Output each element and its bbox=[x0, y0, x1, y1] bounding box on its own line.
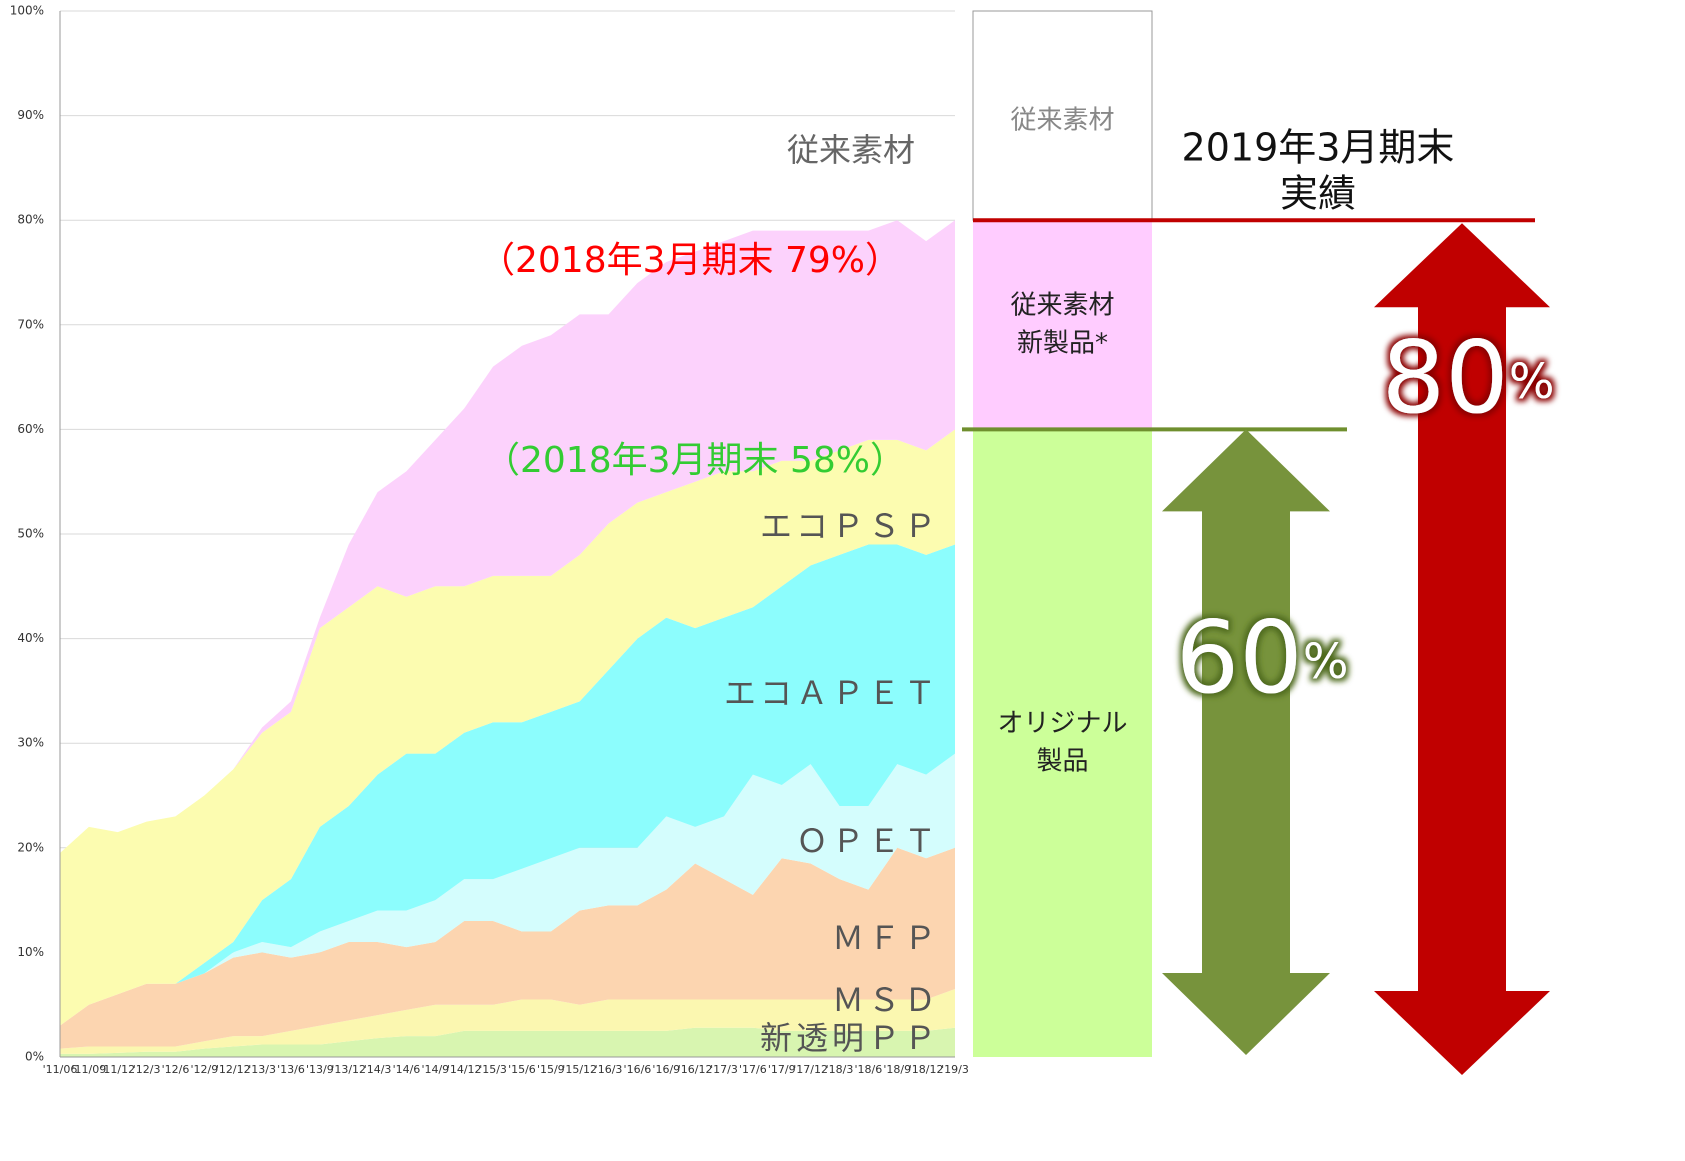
summary-bar-label: 製品 bbox=[1036, 747, 1088, 777]
x-tick-label: '15/6 bbox=[508, 1063, 536, 1076]
x-tick-label: '15/12 bbox=[562, 1063, 597, 1076]
y-tick-label: 30% bbox=[17, 736, 44, 750]
annotation: （2018年3月期末 58%） bbox=[484, 440, 906, 481]
x-tick-label: '14/12 bbox=[447, 1063, 482, 1076]
x-tick-label: '17/9 bbox=[768, 1063, 796, 1076]
x-tick-label: '16/12 bbox=[678, 1063, 713, 1076]
x-tick-label: '12/12 bbox=[216, 1063, 251, 1076]
x-tick-label: '14/6 bbox=[393, 1063, 421, 1076]
x-tick-label: '17/6 bbox=[739, 1063, 767, 1076]
area bbox=[60, 220, 955, 854]
x-tick-label: '14/9 bbox=[421, 1063, 449, 1076]
x-tick-label: '12/9 bbox=[190, 1063, 218, 1076]
summary-bar-label: オリジナル bbox=[997, 709, 1127, 739]
series-label: ＭＳＤ bbox=[832, 981, 940, 1019]
area bbox=[60, 1027, 955, 1057]
x-tick-label: '13/9 bbox=[306, 1063, 334, 1076]
x-tick-label: '15/9 bbox=[537, 1063, 565, 1076]
x-tick-label: '14/3 bbox=[364, 1063, 392, 1076]
arrow bbox=[1374, 223, 1550, 1075]
x-tick-label: '19/3 bbox=[941, 1063, 969, 1076]
summary-subtitle: 実績 bbox=[1280, 172, 1356, 216]
percent-label: 80% bbox=[1382, 319, 1555, 436]
percent-value: 80 bbox=[1382, 319, 1509, 436]
y-tick-label: 100% bbox=[10, 4, 44, 18]
y-tick-label: 50% bbox=[17, 527, 44, 541]
x-tick-label: '16/6 bbox=[624, 1063, 652, 1076]
y-tick-label: 10% bbox=[17, 945, 44, 959]
y-tick-label: 60% bbox=[17, 422, 44, 436]
x-tick-label: '18/9 bbox=[883, 1063, 911, 1076]
series-label: 新透明ＰＰ bbox=[760, 1019, 940, 1057]
y-tick-label: 90% bbox=[17, 108, 44, 122]
area bbox=[60, 847, 955, 1049]
series-label: ＭＦＰ bbox=[832, 919, 940, 957]
summary-bar-segment bbox=[973, 429, 1152, 1057]
annotation: 従来素材 bbox=[787, 131, 915, 169]
y-tick-label: 80% bbox=[17, 213, 44, 227]
x-tick-label: '12/3 bbox=[133, 1063, 161, 1076]
y-tick-label: 20% bbox=[17, 840, 44, 854]
arrow bbox=[1162, 429, 1330, 1055]
x-tick-label: '18/3 bbox=[826, 1063, 854, 1076]
x-tick-label: '16/3 bbox=[595, 1063, 623, 1076]
x-tick-label: '18/6 bbox=[855, 1063, 883, 1076]
summary-title: 2019年3月期末 bbox=[1182, 126, 1455, 170]
percent-unit: % bbox=[1509, 354, 1555, 410]
summary-bar-segment bbox=[973, 220, 1152, 430]
x-tick-label: '17/12 bbox=[793, 1063, 828, 1076]
area bbox=[60, 544, 955, 1026]
summary-bar-label: 従来素材 bbox=[1010, 106, 1114, 136]
x-tick-label: '11/09 bbox=[72, 1063, 107, 1076]
annotation: （2018年3月期末 79%） bbox=[479, 240, 901, 281]
summary-bar-label: 新製品* bbox=[1017, 328, 1108, 358]
x-tick-label: '15/3 bbox=[479, 1063, 507, 1076]
series-label: エコＰＳＰ bbox=[760, 507, 940, 545]
percent-label: 60% bbox=[1176, 599, 1349, 716]
percent-unit: % bbox=[1303, 634, 1349, 690]
x-tick-label: '16/9 bbox=[652, 1063, 680, 1076]
area bbox=[60, 429, 955, 1026]
summary-bar-label: 従来素材 bbox=[1010, 290, 1114, 320]
x-tick-label: '13/3 bbox=[248, 1063, 276, 1076]
x-tick-label: '17/3 bbox=[710, 1063, 738, 1076]
x-tick-label: '13/6 bbox=[277, 1063, 305, 1076]
y-tick-label: 0% bbox=[25, 1050, 44, 1064]
x-tick-label: '11/06 bbox=[43, 1063, 78, 1076]
series-label: ＯＰＥＴ bbox=[796, 822, 940, 860]
x-tick-label: '11/12 bbox=[100, 1063, 135, 1076]
series-label: エコＡＰＥＴ bbox=[724, 674, 940, 712]
area bbox=[60, 753, 955, 1026]
x-tick-label: '12/6 bbox=[162, 1063, 190, 1076]
area bbox=[60, 989, 955, 1054]
x-tick-label: '18/12 bbox=[909, 1063, 944, 1076]
percent-value: 60 bbox=[1176, 599, 1303, 716]
y-tick-label: 70% bbox=[17, 317, 44, 331]
x-tick-label: '13/12 bbox=[331, 1063, 366, 1076]
y-tick-label: 40% bbox=[17, 631, 44, 645]
